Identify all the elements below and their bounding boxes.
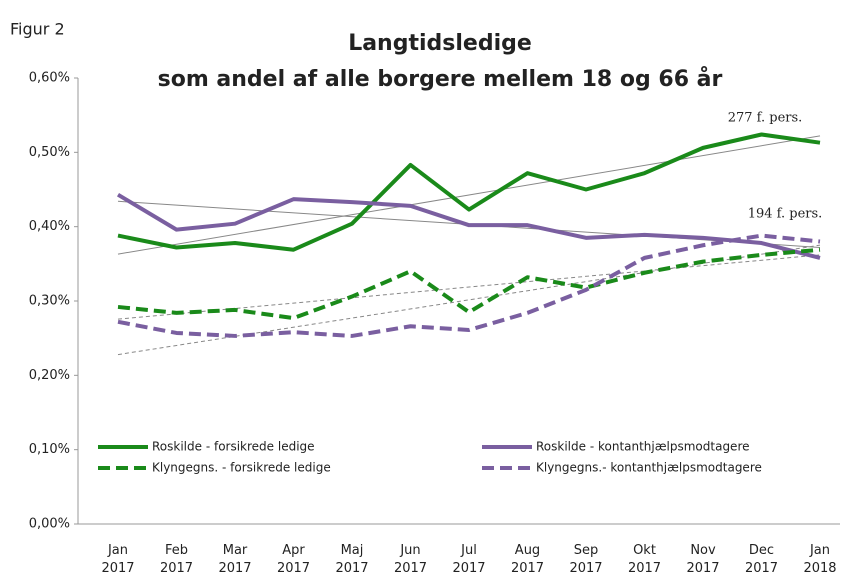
series-line [117, 132, 821, 252]
x-tick-label: Jan 2017 [101, 543, 134, 576]
x-tick-label: Maj 2017 [335, 543, 368, 576]
trendline [117, 135, 821, 255]
x-tick-label: Jun 2017 [394, 543, 427, 576]
y-tick-label: 0,40% [29, 219, 70, 234]
legend-label: Klyngegns. - forsikrede ledige [152, 461, 331, 475]
y-tick-label: 0,30% [29, 294, 70, 309]
y-tick-label: 0,20% [29, 368, 70, 383]
trendline [117, 254, 821, 320]
y-tick-label: 0,10% [29, 442, 70, 457]
x-tick-label: Aug 2017 [511, 543, 544, 576]
x-tick-label: Jan 2018 [803, 543, 836, 576]
y-tick-label: 0,60% [29, 71, 70, 86]
x-tick-label: Sep 2017 [569, 543, 602, 576]
annotation: 194 f. pers. [748, 207, 823, 222]
y-tick-label: 0,50% [29, 145, 70, 160]
x-tick-label: Apr 2017 [277, 543, 310, 576]
x-tick-label: Feb 2017 [160, 543, 193, 576]
annotation: 277 f. pers. [728, 111, 803, 126]
x-tick-label: Dec 2017 [745, 543, 778, 576]
series-line [117, 233, 821, 338]
series-line [116, 192, 821, 260]
y-tick-label: 0,00% [29, 517, 70, 532]
x-tick-label: Jul 2017 [452, 543, 485, 576]
legend-label: Roskilde - forsikrede ledige [152, 440, 315, 454]
legend-label: Klyngegns.- kontanthjælpsmodtagere [536, 461, 762, 475]
x-tick-label: Mar 2017 [218, 543, 251, 576]
chart-subtitle: som andel af alle borgere mellem 18 og 6… [158, 66, 723, 92]
x-tick-label: Nov 2017 [686, 543, 719, 576]
series-line [117, 247, 821, 321]
x-tick-label: Okt 2017 [628, 543, 661, 576]
figure-label: Figur 2 [10, 20, 65, 39]
legend-label: Roskilde - kontanthjælpsmodtagere [536, 440, 750, 454]
chart-title: Langtidsledige [348, 31, 532, 56]
